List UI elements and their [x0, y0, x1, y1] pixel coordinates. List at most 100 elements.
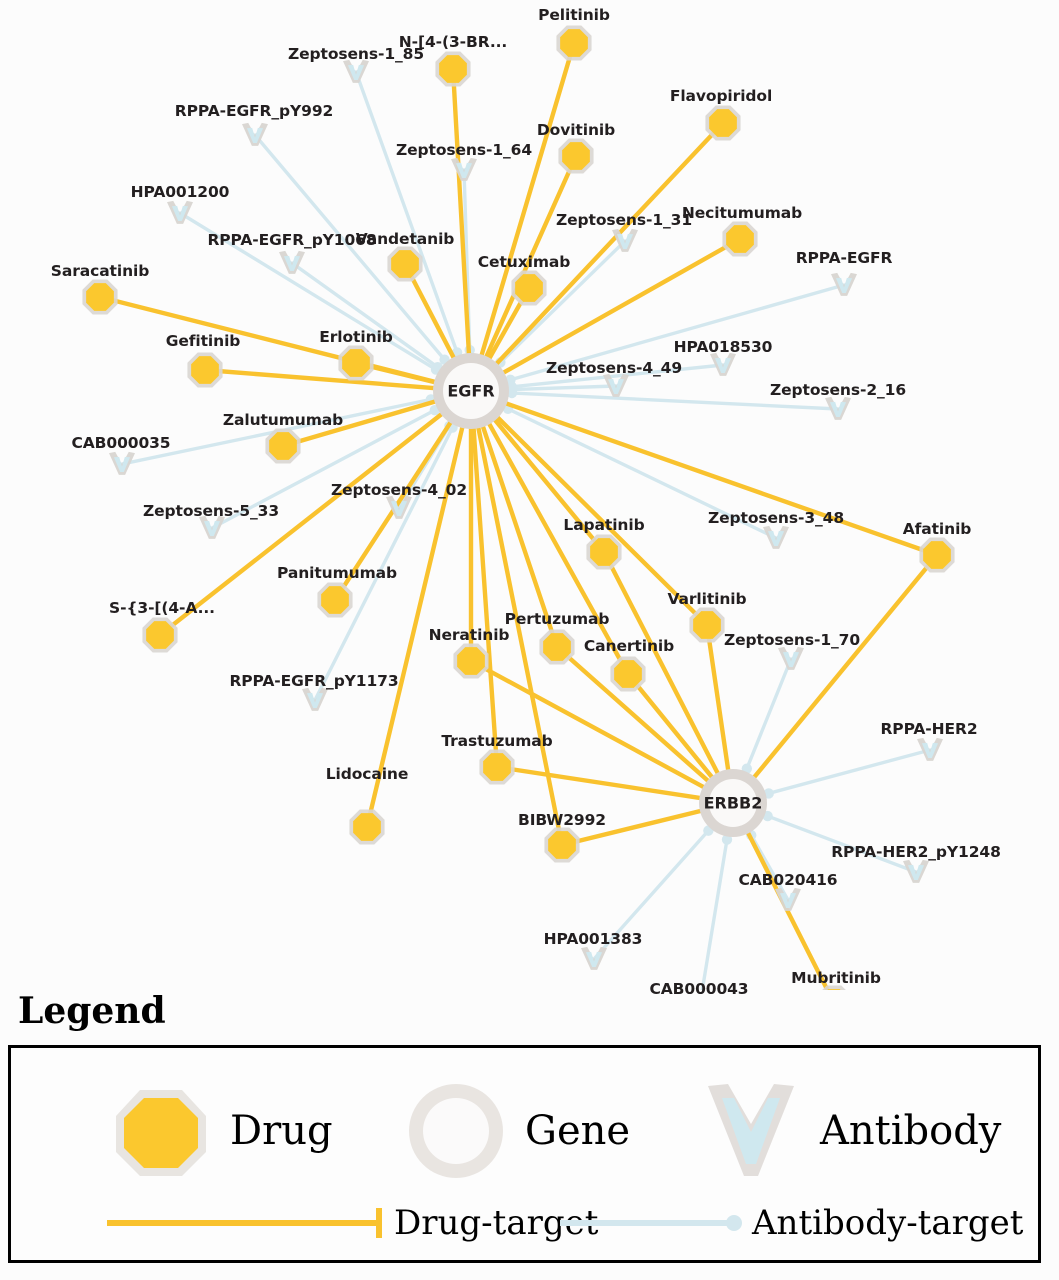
drug-node[interactable] — [353, 813, 381, 841]
drug-node[interactable] — [439, 55, 467, 83]
drug-node[interactable] — [693, 611, 721, 639]
drug-node[interactable] — [820, 989, 848, 990]
antibody-node[interactable] — [246, 127, 264, 143]
edge — [480, 422, 560, 650]
ring-icon — [409, 1084, 503, 1178]
drug-node[interactable] — [391, 250, 419, 278]
edge — [554, 644, 712, 784]
edge — [559, 808, 705, 848]
antibody-node[interactable] — [171, 205, 189, 221]
edge — [468, 658, 708, 790]
chevron-down-icon — [708, 1084, 794, 1176]
tbar-edge-icon — [107, 1208, 382, 1238]
edge — [505, 384, 618, 392]
circle-edge-icon — [560, 1215, 742, 1231]
legend-item-antibody: Antibody — [696, 1076, 1001, 1186]
edge — [313, 421, 457, 702]
drug-node[interactable] — [562, 142, 590, 170]
drug-node[interactable] — [146, 621, 174, 649]
drug-node[interactable] — [543, 633, 571, 661]
edge — [475, 424, 565, 848]
edge — [491, 416, 607, 555]
antibody-node[interactable] — [829, 401, 847, 417]
edge — [354, 70, 461, 359]
edge — [745, 829, 830, 990]
legend-item-drug: Drug — [106, 1076, 333, 1186]
drug-node[interactable] — [483, 753, 511, 781]
drug-node[interactable] — [726, 225, 754, 253]
antibody-node[interactable] — [306, 692, 324, 708]
antibody-node[interactable] — [921, 742, 939, 758]
legend-title: Legend — [18, 990, 166, 1032]
drug-node[interactable] — [515, 274, 543, 302]
edge — [479, 40, 577, 359]
nodes-layer — [82, 25, 955, 990]
drug-node-halo — [822, 985, 846, 990]
edge — [601, 549, 721, 777]
edge — [503, 283, 846, 383]
edge — [502, 400, 940, 558]
antibody-node[interactable] — [767, 530, 785, 546]
drug-node[interactable] — [342, 349, 370, 377]
edge — [280, 398, 439, 449]
antibody-node[interactable] — [782, 651, 800, 667]
edge — [253, 133, 450, 366]
antibody-node[interactable] — [203, 520, 221, 536]
antibody-node[interactable] — [113, 456, 131, 472]
edge — [493, 120, 726, 367]
antibody-node[interactable] — [283, 255, 301, 271]
legend-item-gene: Gene — [401, 1076, 630, 1186]
gene-node-core — [709, 779, 757, 827]
edge — [471, 424, 500, 770]
gene-node-core — [443, 363, 499, 419]
edge — [761, 812, 918, 874]
edge — [450, 66, 472, 358]
edge — [501, 404, 778, 540]
edge — [743, 657, 793, 776]
network-graph-svg — [82, 25, 955, 990]
legend: Legend Drug Gene — [0, 990, 1059, 1280]
edge — [751, 552, 940, 781]
edge — [700, 832, 730, 990]
edge — [486, 420, 631, 677]
antibody-node[interactable] — [907, 864, 925, 880]
edge — [178, 211, 442, 374]
edge — [704, 622, 731, 774]
antibody-edge-endpoint — [721, 834, 733, 845]
antibody-node[interactable] — [616, 233, 634, 249]
legend-label-antibody: Antibody — [820, 1108, 1002, 1154]
antibody-node[interactable] — [607, 378, 625, 394]
antibody-node[interactable] — [390, 500, 408, 516]
antibody-node[interactable] — [779, 892, 797, 908]
legend-label-gene: Gene — [525, 1108, 631, 1154]
drug-node[interactable] — [614, 660, 642, 688]
edge — [625, 671, 715, 781]
drug-node[interactable] — [590, 538, 618, 566]
edge — [505, 363, 725, 390]
antibody-node[interactable] — [455, 162, 473, 178]
edge — [495, 239, 627, 368]
drug-node[interactable] — [86, 283, 114, 311]
drug-node[interactable] — [709, 109, 737, 137]
drug-node[interactable] — [923, 541, 951, 569]
drug-node[interactable] — [548, 831, 576, 859]
drug-node[interactable] — [457, 647, 485, 675]
drug-node[interactable] — [269, 432, 297, 460]
drug-node[interactable] — [321, 586, 349, 614]
antibody-node[interactable] — [714, 357, 732, 373]
network-canvas[interactable]: Zeptosens-1_85 RPPA-EGFR_pY992 Zeptosens-1… — [0, 0, 1059, 998]
edge — [505, 391, 840, 411]
drug-node[interactable] — [560, 29, 588, 57]
antibody-node[interactable] — [347, 64, 365, 80]
edges-layer — [97, 40, 940, 990]
octagon-icon — [116, 1090, 206, 1176]
antibody-node[interactable] — [585, 951, 603, 967]
drug-node[interactable] — [191, 356, 219, 384]
edge — [364, 423, 465, 830]
legend-label-drug: Drug — [230, 1108, 333, 1154]
edge — [202, 367, 438, 391]
edge — [500, 236, 743, 376]
legend-item-antibody-target: Antibody-target — [556, 1203, 1023, 1243]
antibody-node[interactable] — [835, 277, 853, 293]
